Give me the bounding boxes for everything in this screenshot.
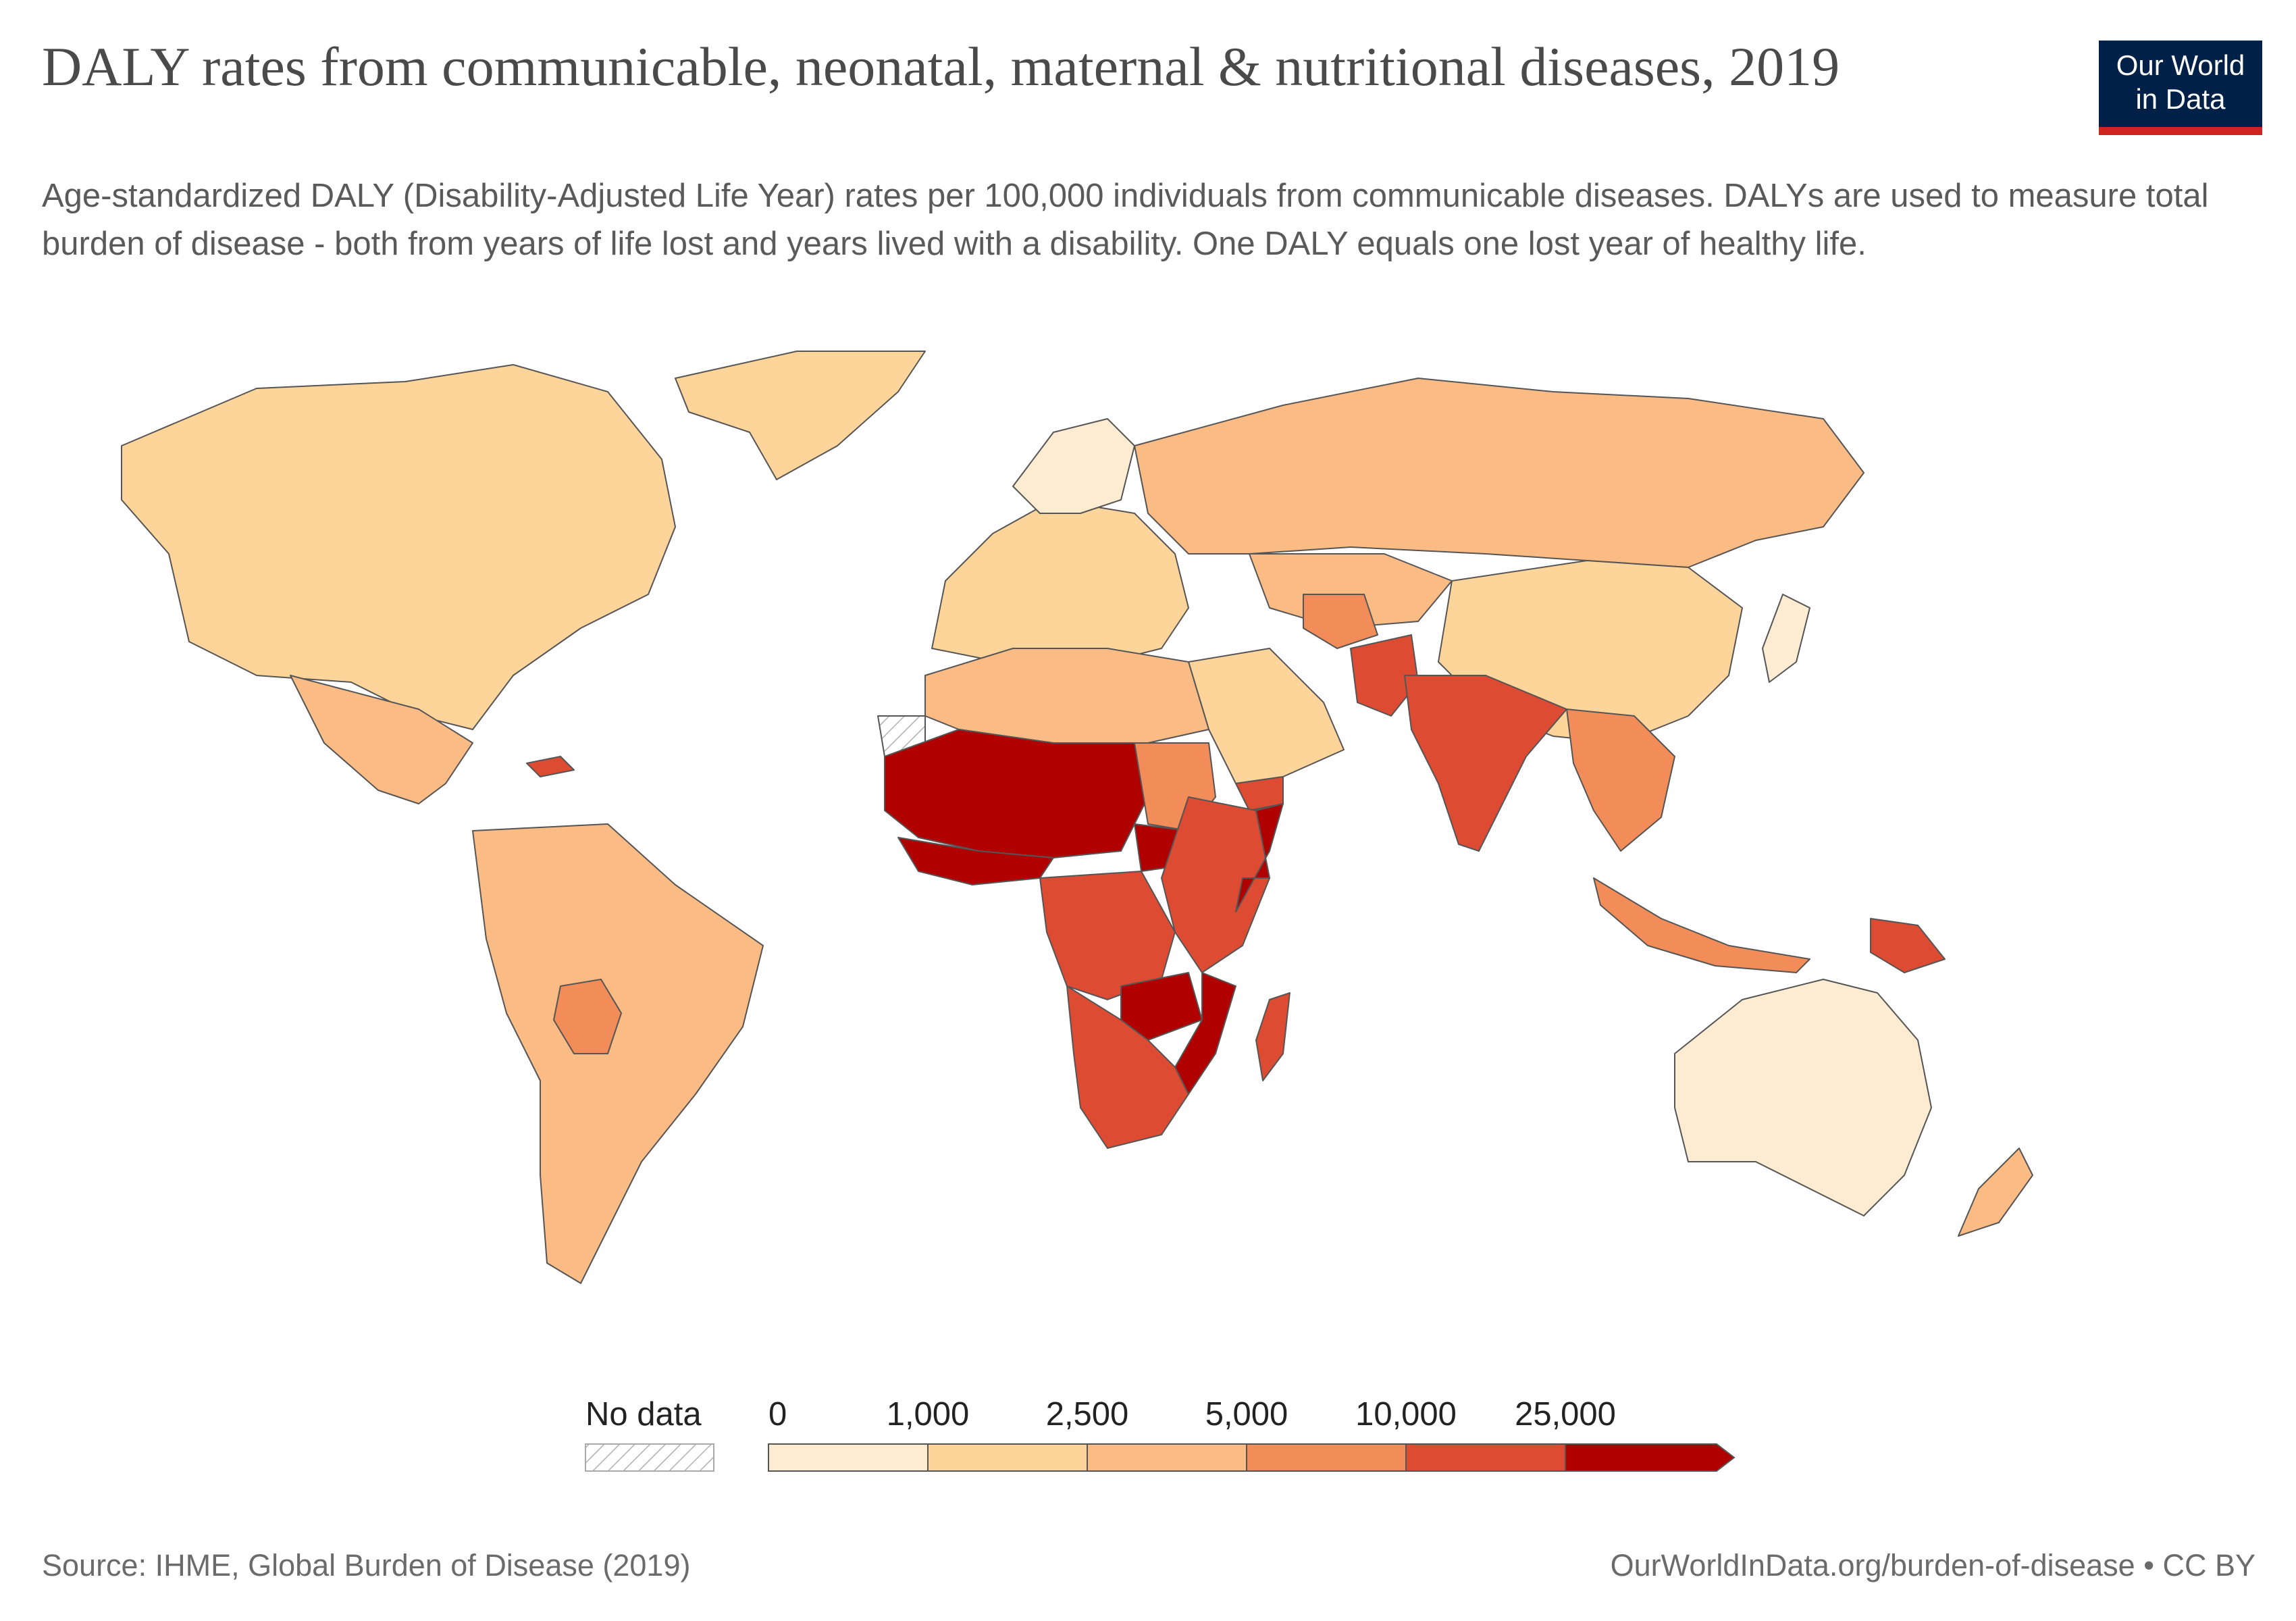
legend-bin-5[interactable] [1565,1443,1736,1472]
region-bolivia[interactable] [553,979,622,1054]
region-north-america[interactable] [121,364,676,730]
logo-line-2: in Data [2135,83,2226,115]
legend-no-data-label: No data [585,1396,702,1433]
region-southeast-asia[interactable] [1566,709,1675,852]
owid-logo[interactable]: Our World in Data [2099,41,2262,135]
region-north-africa[interactable] [924,648,1209,744]
legend-tick-3: 5,000 [1205,1396,1288,1433]
credit-link[interactable]: OurWorldInData.org/burden-of-disease • C… [1610,1548,2255,1583]
legend-tick-1: 1,000 [887,1396,970,1433]
region-arabian-peninsula[interactable] [1188,648,1345,784]
region-sahel[interactable] [884,729,1149,858]
region-somalia[interactable] [1235,803,1284,912]
chart-title: DALY rates from communicable, neonatal, … [42,36,1840,97]
region-pakistan[interactable] [1350,634,1419,717]
legend-bin-1[interactable] [927,1443,1088,1472]
region-northern-europe[interactable] [1012,418,1135,514]
legend-no-data-swatch[interactable] [585,1443,714,1472]
region-greenland[interactable] [675,351,926,480]
legend-tick-0: 0 [768,1396,787,1433]
region-central-asia[interactable] [1249,553,1453,629]
legend-tick-5: 25,000 [1515,1396,1616,1433]
region-new-zealand[interactable] [1958,1148,2033,1237]
logo-line-1: Our World [2116,49,2245,81]
legend-tick-2: 2,500 [1046,1396,1129,1433]
legend-bin-0[interactable] [768,1443,929,1472]
region-haiti[interactable] [526,756,575,777]
region-russia[interactable] [1134,378,1864,568]
region-mexico[interactable] [290,675,473,804]
region-afghanistan[interactable] [1303,594,1378,649]
region-indonesia[interactable] [1593,877,1810,973]
region-india[interactable] [1404,675,1567,852]
chart-subtitle: Age-standardized DALY (Disability-Adjust… [42,178,2209,262]
legend-tick-4: 10,000 [1355,1396,1457,1433]
region-papua-new-guinea[interactable] [1870,918,1946,973]
legend-bin-4[interactable] [1405,1443,1566,1472]
legend-bin-2[interactable] [1087,1443,1247,1472]
region-madagascar[interactable] [1255,992,1290,1081]
region-japan[interactable] [1762,594,1810,683]
region-zambia[interactable] [1120,972,1203,1041]
legend-bin-3[interactable] [1246,1443,1407,1472]
legend-bins [768,1443,1736,1472]
region-south-america[interactable] [472,823,764,1284]
region-australia[interactable] [1674,979,1932,1216]
source-note: Source: IHME, Global Burden of Disease (… [42,1548,691,1583]
region-southern-africa[interactable] [1066,985,1189,1149]
legend-ticks: 0 1,000 2,500 5,000 10,000 25,000 [768,1396,1616,1433]
